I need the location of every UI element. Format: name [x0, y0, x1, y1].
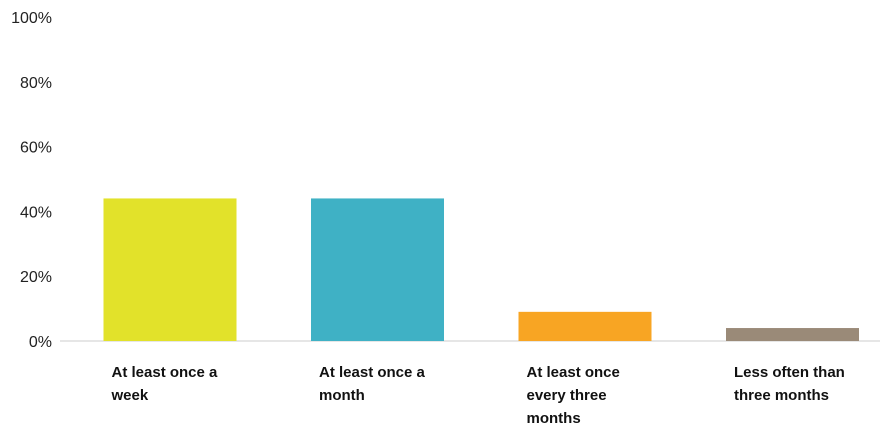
bar: [518, 311, 652, 341]
y-tick-label: 0%: [29, 334, 52, 351]
y-axis: 0% 20% 40% 60% 80% 100%: [11, 10, 52, 351]
x-tick-label-line: At least once: [527, 364, 620, 381]
x-tick-label-line: Less often than: [734, 364, 845, 381]
y-tick-label: 40%: [20, 204, 52, 221]
x-tick-label: Less often than three months: [734, 364, 845, 404]
x-tick-label-line: every three: [527, 387, 607, 404]
y-tick-label: 80%: [20, 75, 52, 92]
y-tick-label: 20%: [20, 269, 52, 286]
x-tick-label-line: month: [319, 387, 365, 404]
x-tick-label-line: week: [111, 387, 149, 404]
x-tick-label-line: At least once a: [112, 364, 219, 381]
bars: [103, 198, 859, 341]
bar: [103, 198, 237, 341]
y-tick-label: 100%: [11, 10, 52, 27]
x-tick-label-line: At least once a: [319, 364, 426, 381]
y-tick-label: 60%: [20, 140, 52, 157]
bar: [311, 198, 444, 341]
x-tick-label: At least once a month: [319, 364, 426, 404]
x-tick-label: At least once a week: [111, 364, 219, 404]
x-tick-label-line: months: [527, 410, 581, 427]
x-tick-label: At least once every three months: [527, 364, 620, 427]
bar: [726, 328, 859, 341]
x-tick-label-line: three months: [734, 387, 829, 404]
